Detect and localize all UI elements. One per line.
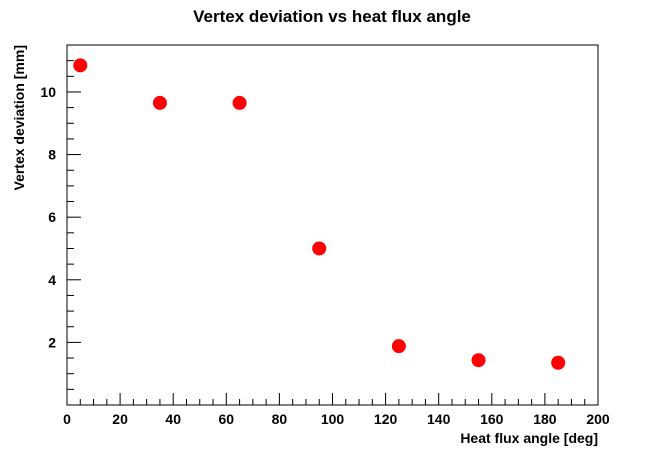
chart-title: Vertex deviation vs heat flux angle [193,7,471,26]
data-point [312,241,327,256]
x-tick-label: 160 [480,411,504,427]
y-tick-label: 6 [48,209,56,225]
x-tick-label: 100 [321,411,345,427]
data-point [152,95,167,110]
data-points [73,58,566,370]
data-point [232,95,247,110]
x-tick-label: 200 [586,411,610,427]
tick-labels: 0 20 40 60 80 100 120 140 160 180 200 2 4 6 8 10 [40,84,609,427]
data-point [391,339,406,354]
x-tick-label: 80 [272,411,288,427]
y-axis-label: Vertex deviation [mm] [11,45,27,191]
y-tick-label: 2 [48,334,56,350]
y-tick-label: 10 [40,84,56,100]
data-point [471,353,486,368]
x-tick-label: 180 [533,411,557,427]
x-tick-label: 40 [165,411,181,427]
plot-frame [66,44,599,406]
x-tick-label: 140 [427,411,451,427]
x-axis-label: Heat flux angle [deg] [460,430,598,446]
y-tick-label: 8 [48,147,56,163]
x-tick-label: 20 [112,411,128,427]
data-point [551,355,566,370]
x-tick-label: 60 [219,411,235,427]
y-tick-label: 4 [48,272,56,288]
x-tick-label: 0 [63,411,71,427]
axis-ticks [66,44,599,406]
data-point [73,58,88,73]
x-tick-label: 120 [374,411,398,427]
